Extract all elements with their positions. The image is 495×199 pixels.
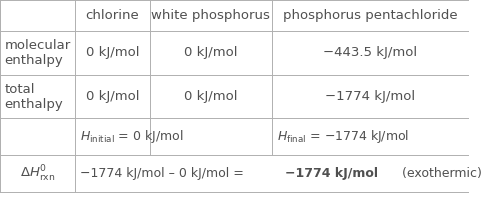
Text: chlorine: chlorine — [86, 9, 140, 22]
Text: total
enthalpy: total enthalpy — [4, 83, 63, 110]
Text: $H_\mathrm{initial}$ = 0 kJ/mol: $H_\mathrm{initial}$ = 0 kJ/mol — [80, 128, 183, 145]
Text: −1774 kJ/mol – 0 kJ/mol =: −1774 kJ/mol – 0 kJ/mol = — [80, 167, 248, 180]
Text: $H_\mathrm{final}$ = −1774 kJ/mol: $H_\mathrm{final}$ = −1774 kJ/mol — [277, 128, 409, 145]
Text: molecular
enthalpy: molecular enthalpy — [4, 39, 71, 67]
Text: $\Delta H^\mathrm{0}_\mathrm{rxn}$: $\Delta H^\mathrm{0}_\mathrm{rxn}$ — [20, 164, 55, 184]
Text: 0 kJ/mol: 0 kJ/mol — [184, 46, 238, 59]
Text: white phosphorus: white phosphorus — [151, 9, 270, 22]
Text: −1774 kJ/mol: −1774 kJ/mol — [325, 90, 415, 103]
Text: 0 kJ/mol: 0 kJ/mol — [86, 90, 139, 103]
Text: phosphorus pentachloride: phosphorus pentachloride — [283, 9, 457, 22]
Text: −1774 kJ/mol: −1774 kJ/mol — [285, 167, 378, 180]
Text: (exothermic): (exothermic) — [398, 167, 482, 180]
Text: 0 kJ/mol: 0 kJ/mol — [86, 46, 139, 59]
Text: 0 kJ/mol: 0 kJ/mol — [184, 90, 238, 103]
Text: −443.5 kJ/mol: −443.5 kJ/mol — [323, 46, 417, 59]
